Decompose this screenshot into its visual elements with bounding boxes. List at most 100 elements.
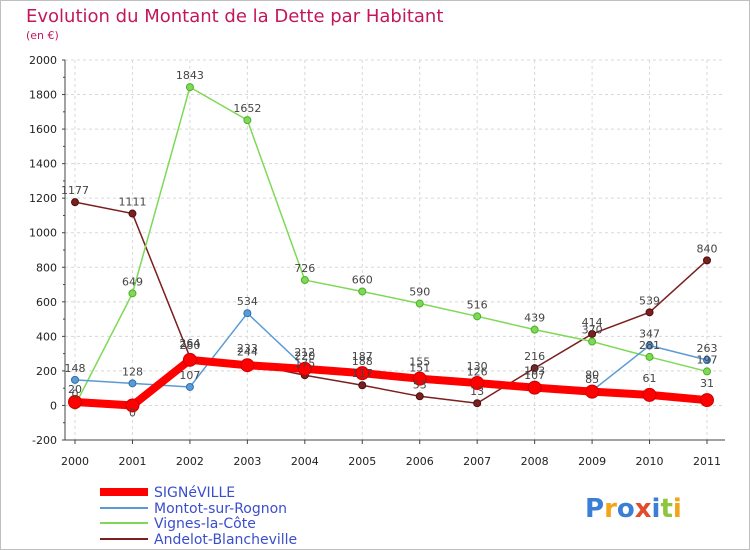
data-point	[412, 371, 427, 386]
y-tick-label: -200	[32, 434, 57, 447]
data-label: 534	[237, 295, 258, 308]
chart-subtitle: (en €)	[26, 29, 59, 42]
data-point	[243, 116, 252, 125]
data-label: 281	[639, 339, 660, 352]
x-tick-label: 2005	[348, 455, 376, 468]
x-tick-label: 2001	[118, 455, 146, 468]
legend-item: Vignes-la-Côte	[100, 516, 256, 532]
data-point	[358, 381, 367, 390]
y-tick-label: 0	[50, 399, 57, 412]
y-tick-label: 1400	[29, 158, 57, 171]
series-line	[71, 355, 711, 410]
data-label: 80	[585, 369, 599, 382]
data-label: 0	[129, 406, 136, 419]
data-point	[128, 209, 137, 218]
data-label: 233	[237, 342, 258, 355]
data-label: 197	[697, 353, 718, 366]
data-point	[645, 341, 654, 350]
x-tick-label: 2006	[406, 455, 434, 468]
data-label: 117	[352, 367, 373, 380]
data-point	[530, 364, 539, 373]
data-point	[473, 399, 482, 408]
data-point	[700, 393, 714, 408]
y-tick-label: 2000	[29, 54, 57, 67]
data-label: 13	[470, 385, 484, 398]
data-point	[68, 395, 82, 409]
data-point	[297, 361, 312, 376]
data-label: 188	[352, 355, 373, 368]
series-2	[71, 83, 711, 410]
x-tick-label: 2003	[233, 455, 261, 468]
y-tick-label: 1800	[29, 89, 57, 102]
series-line	[74, 201, 708, 404]
data-label: 220	[294, 349, 315, 362]
data-label: 107	[524, 369, 545, 382]
y-tick-label: 800	[36, 261, 57, 274]
data-label: 212	[294, 346, 315, 359]
data-label: 85	[585, 373, 599, 386]
data-point	[185, 83, 194, 92]
data-point	[300, 276, 309, 285]
data-point	[240, 358, 255, 373]
data-point	[703, 256, 711, 265]
data-label: 103	[524, 365, 545, 378]
x-tick-label: 2004	[291, 455, 319, 468]
data-label: 1111	[118, 196, 146, 209]
data-label: 187	[352, 350, 373, 363]
series-layer	[68, 83, 714, 413]
y-tick-label: 1600	[29, 123, 57, 136]
legend-item: SIGNéVILLE	[100, 485, 235, 501]
data-label: 0	[72, 387, 79, 400]
data-label: 151	[409, 361, 430, 374]
data-point	[185, 382, 194, 391]
data-label: 414	[582, 316, 603, 329]
data-point	[415, 392, 424, 401]
data-label: 130	[467, 360, 488, 373]
data-point	[530, 325, 539, 334]
data-point	[588, 337, 597, 346]
data-label: 155	[409, 356, 430, 369]
data-label: 61	[643, 372, 657, 385]
data-label: 53	[413, 378, 427, 391]
legend-item: Montot-sur-Rognon	[100, 501, 287, 517]
y-tick-label: 1000	[29, 227, 57, 240]
x-tick-label: 2011	[693, 455, 721, 468]
data-point	[588, 329, 597, 338]
data-label: 263	[697, 342, 718, 355]
data-point	[243, 309, 252, 318]
series-0	[68, 352, 714, 413]
data-label: 1177	[61, 184, 89, 197]
data-point	[71, 198, 79, 207]
y-tick-label: 600	[36, 296, 57, 309]
data-point	[642, 387, 657, 402]
data-label: 175	[294, 357, 315, 370]
data-point	[182, 352, 197, 367]
data-point	[645, 352, 654, 361]
legend-label: SIGNéVILLE	[154, 485, 235, 501]
data-label: 107	[179, 369, 200, 382]
data-point	[128, 289, 137, 298]
data-point	[703, 367, 711, 376]
y-tick-label: 400	[36, 330, 57, 343]
data-label: 439	[524, 312, 545, 325]
data-point	[473, 312, 482, 321]
data-label: 1652	[233, 102, 261, 115]
logo-text: Proxiti	[585, 494, 682, 524]
axes: -200020040060080010001200140016001800200…	[29, 54, 725, 468]
data-point	[703, 356, 711, 365]
data-label: 264	[179, 337, 200, 350]
data-label: 20	[68, 383, 82, 396]
x-tick-label: 2002	[176, 455, 204, 468]
data-point	[527, 380, 542, 395]
data-label: 590	[409, 286, 430, 299]
legend-item: Andelot-Blancheville	[100, 532, 297, 548]
x-tick-label: 2010	[636, 455, 664, 468]
y-tick-label: 1200	[29, 192, 57, 205]
series-line	[74, 86, 708, 407]
legend-label: Andelot-Blancheville	[154, 532, 297, 548]
data-point	[415, 299, 424, 308]
data-label: 649	[122, 275, 143, 288]
data-label: 726	[294, 262, 315, 275]
data-point	[71, 375, 79, 384]
